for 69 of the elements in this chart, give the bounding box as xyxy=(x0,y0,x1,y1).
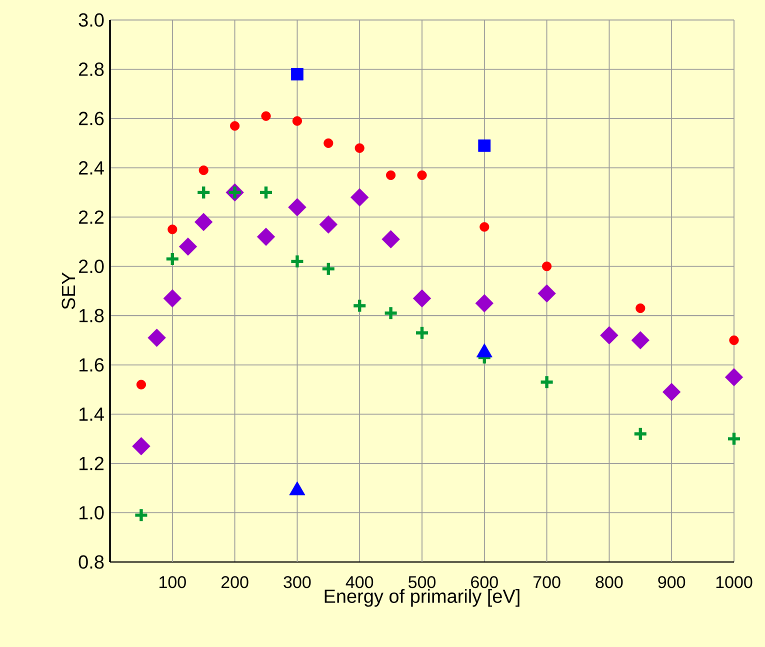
x-tick-label: 1000 xyxy=(716,576,752,588)
point xyxy=(292,116,302,126)
point xyxy=(148,328,166,347)
point xyxy=(134,508,149,523)
point xyxy=(194,212,213,232)
point xyxy=(196,184,212,200)
x-tick-label: 800 xyxy=(596,576,623,588)
point xyxy=(290,254,305,270)
point xyxy=(256,228,276,246)
point xyxy=(198,165,208,176)
x-tick-label: 200 xyxy=(221,576,248,588)
point xyxy=(230,121,240,131)
x-axis-title: Energy of primarily [eV] xyxy=(324,589,520,607)
y-tick-label: 2.8 xyxy=(79,62,104,76)
y-tick-label: 1.2 xyxy=(80,456,104,470)
point xyxy=(632,426,648,442)
y-tick-label: 0.8 xyxy=(78,555,104,569)
y-tick-label: 2.2 xyxy=(79,210,104,224)
point xyxy=(383,306,398,321)
point xyxy=(539,374,554,390)
x-tick-label: 100 xyxy=(160,576,186,588)
point xyxy=(319,215,338,234)
y-tick-label: 1.8 xyxy=(80,308,104,322)
y-tick-label: 2.4 xyxy=(79,161,104,174)
point xyxy=(132,437,150,456)
point xyxy=(291,68,304,80)
x-tick-label: 700 xyxy=(534,576,560,588)
x-tick-label: 300 xyxy=(284,576,311,588)
point xyxy=(729,335,739,346)
point xyxy=(320,261,336,276)
point xyxy=(288,198,306,216)
point xyxy=(168,224,178,234)
point xyxy=(538,284,556,303)
point xyxy=(258,184,274,200)
x-tick-label: 600 xyxy=(471,576,498,588)
point xyxy=(178,238,198,256)
point xyxy=(386,170,396,180)
y-tick-label: 1.6 xyxy=(80,358,104,372)
point xyxy=(352,298,368,314)
point xyxy=(324,138,334,148)
point xyxy=(600,326,618,344)
y-axis-title: SEY xyxy=(62,272,76,310)
y-tick-label: 2.6 xyxy=(79,112,104,126)
point xyxy=(724,368,744,386)
point xyxy=(542,262,552,272)
point xyxy=(480,222,490,232)
point xyxy=(662,382,681,402)
point xyxy=(164,251,180,267)
point xyxy=(631,331,650,350)
x-tick-label: 500 xyxy=(408,576,436,588)
point xyxy=(417,170,427,180)
point xyxy=(412,289,432,308)
y-tick-label: 3.0 xyxy=(78,13,104,27)
point xyxy=(478,139,491,152)
point xyxy=(163,289,182,308)
point xyxy=(350,188,369,206)
x-tick-label: 900 xyxy=(658,576,686,588)
point xyxy=(636,303,646,314)
y-tick-label: 2.0 xyxy=(79,260,104,274)
point xyxy=(354,143,364,153)
y-tick-label: 1.4 xyxy=(80,408,104,421)
point xyxy=(261,111,271,121)
x-tick-label: 400 xyxy=(346,576,374,588)
point xyxy=(726,431,742,446)
point xyxy=(382,230,400,248)
y-tick-label: 1.0 xyxy=(80,506,104,520)
point xyxy=(136,380,146,390)
point xyxy=(414,325,430,340)
point xyxy=(475,294,494,312)
